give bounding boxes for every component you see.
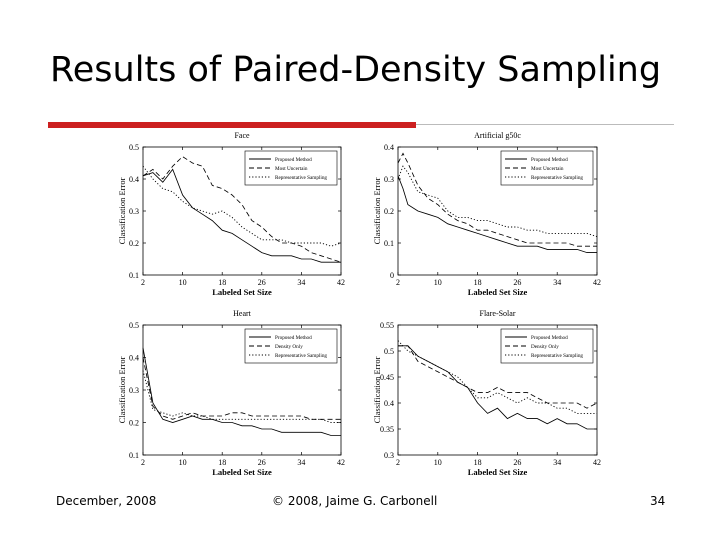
- x-axis-label: Labeled Set Size: [212, 287, 272, 297]
- title-accent-bar: [48, 122, 416, 128]
- y-axis-label: Classification Error: [117, 177, 127, 244]
- series-line-0: [142, 168, 341, 263]
- series-line-2: [142, 370, 341, 423]
- x-tick-label: 42: [337, 458, 345, 467]
- y-tick-label: 0.4: [384, 399, 394, 408]
- y-tick-label: 0.5: [129, 143, 139, 152]
- footer-date: December, 2008: [56, 494, 157, 508]
- series-line-1: [398, 345, 598, 409]
- legend-label: Proposed Method: [275, 157, 312, 163]
- footer-copyright: © 2008, Jaime G. Carbonell: [272, 494, 438, 508]
- y-tick-label: 0.4: [129, 175, 139, 184]
- x-axis-label: Labeled Set Size: [212, 467, 272, 477]
- y-axis-label: Classification Error: [372, 177, 382, 244]
- chart-2: Heart 0.1 0.2 0.3 0.4 0.5 2 10 18 26 34 42 Labeled S…: [112, 306, 352, 480]
- footer-page-number: 34: [650, 494, 666, 508]
- y-axis-label: Classification Error: [117, 356, 127, 423]
- y-tick-label: 0.45: [380, 373, 394, 382]
- slide-title: Results of Paired-Density Sampling: [50, 50, 662, 90]
- y-tick-label: 0.2: [129, 419, 139, 428]
- x-tick-label: 10: [179, 458, 187, 467]
- y-tick-label: 0.4: [129, 354, 139, 363]
- legend-label: Representative Sampling: [531, 175, 583, 181]
- series-line-2: [397, 340, 597, 414]
- x-tick-label: 34: [297, 278, 305, 287]
- x-tick-label: 18: [474, 278, 482, 287]
- y-tick-label: 0.5: [129, 321, 139, 330]
- x-tick-label: 2: [396, 278, 400, 287]
- y-tick-label: 0.3: [129, 207, 139, 216]
- y-tick-label: 0.1: [129, 271, 139, 280]
- x-tick-label: 10: [179, 278, 187, 287]
- series-line-2: [142, 165, 342, 247]
- x-axis-label: Labeled Set Size: [468, 467, 528, 477]
- legend-label: Most Uncertain: [531, 166, 564, 172]
- plot-frame: [397, 324, 598, 456]
- legend-label: Density Only: [531, 344, 559, 350]
- y-tick-label: 0.2: [129, 239, 139, 248]
- x-axis-label: Labeled Set Size: [468, 287, 528, 297]
- x-tick-label: 2: [141, 278, 145, 287]
- x-tick-label: 18: [474, 458, 482, 467]
- chart-0: Face 0.1 0.2 0.3 0.4 0.5 2 10 18 26 34 42 Labeled Se…: [112, 128, 352, 302]
- x-tick-label: 26: [258, 458, 266, 467]
- series-line-2: [397, 165, 598, 238]
- chart-title: Flare-Solar: [480, 309, 516, 318]
- title-rule: [416, 124, 674, 125]
- y-tick-label: 0.3: [129, 386, 139, 395]
- series-line-1: [142, 357, 341, 420]
- legend-label: Proposed Method: [275, 335, 312, 341]
- x-tick-label: 34: [553, 458, 561, 467]
- series-line-1: [397, 152, 597, 247]
- x-tick-label: 2: [141, 458, 145, 467]
- series-line-1: [142, 156, 342, 263]
- y-axis-label: Classification Error: [372, 356, 382, 423]
- y-tick-label: 0.1: [129, 451, 139, 460]
- x-tick-label: 26: [513, 458, 521, 467]
- chart-1: Artificial g50c 0 0.1 0.2 0.3 0.4 2 10 18 26 34 42 L…: [368, 128, 608, 302]
- series-line-0: [142, 347, 341, 436]
- legend-label: Proposed Method: [531, 157, 568, 163]
- x-tick-label: 18: [218, 278, 226, 287]
- chart-title: Face: [234, 131, 250, 140]
- y-tick-label: 0.3: [384, 451, 394, 460]
- x-tick-label: 34: [297, 458, 305, 467]
- x-tick-label: 10: [434, 278, 442, 287]
- legend-label: Density Only: [275, 344, 303, 350]
- legend-label: Representative Sampling: [531, 353, 583, 359]
- x-tick-label: 42: [593, 458, 601, 467]
- chart-title: Heart: [233, 309, 252, 318]
- y-tick-label: 0.35: [380, 425, 394, 434]
- x-tick-label: 26: [258, 278, 266, 287]
- x-tick-label: 18: [218, 458, 226, 467]
- series-line-0: [398, 345, 597, 430]
- legend-label: Representative Sampling: [275, 353, 327, 359]
- y-tick-label: 0.55: [380, 321, 394, 330]
- y-tick-label: 0.2: [384, 207, 394, 216]
- x-tick-label: 26: [513, 278, 521, 287]
- legend-label: Proposed Method: [531, 335, 568, 341]
- y-tick-label: 0.5: [384, 347, 394, 356]
- y-tick-label: 0: [390, 271, 394, 280]
- x-tick-label: 2: [396, 458, 400, 467]
- y-tick-label: 0.4: [384, 143, 394, 152]
- legend-label: Most Uncertain: [275, 166, 308, 172]
- chart-3: Flare-Solar 0.3 0.35 0.4 0.45 0.5 0.55 2 10 18 26 3…: [368, 306, 608, 480]
- x-tick-label: 42: [593, 278, 601, 287]
- legend-label: Representative Sampling: [275, 175, 327, 181]
- chart-title: Artificial g50c: [474, 131, 521, 140]
- y-tick-label: 0.3: [384, 175, 394, 184]
- x-tick-label: 34: [553, 278, 561, 287]
- series-line-0: [397, 175, 597, 254]
- x-tick-label: 42: [337, 278, 345, 287]
- x-tick-label: 10: [434, 458, 442, 467]
- y-tick-label: 0.1: [384, 239, 394, 248]
